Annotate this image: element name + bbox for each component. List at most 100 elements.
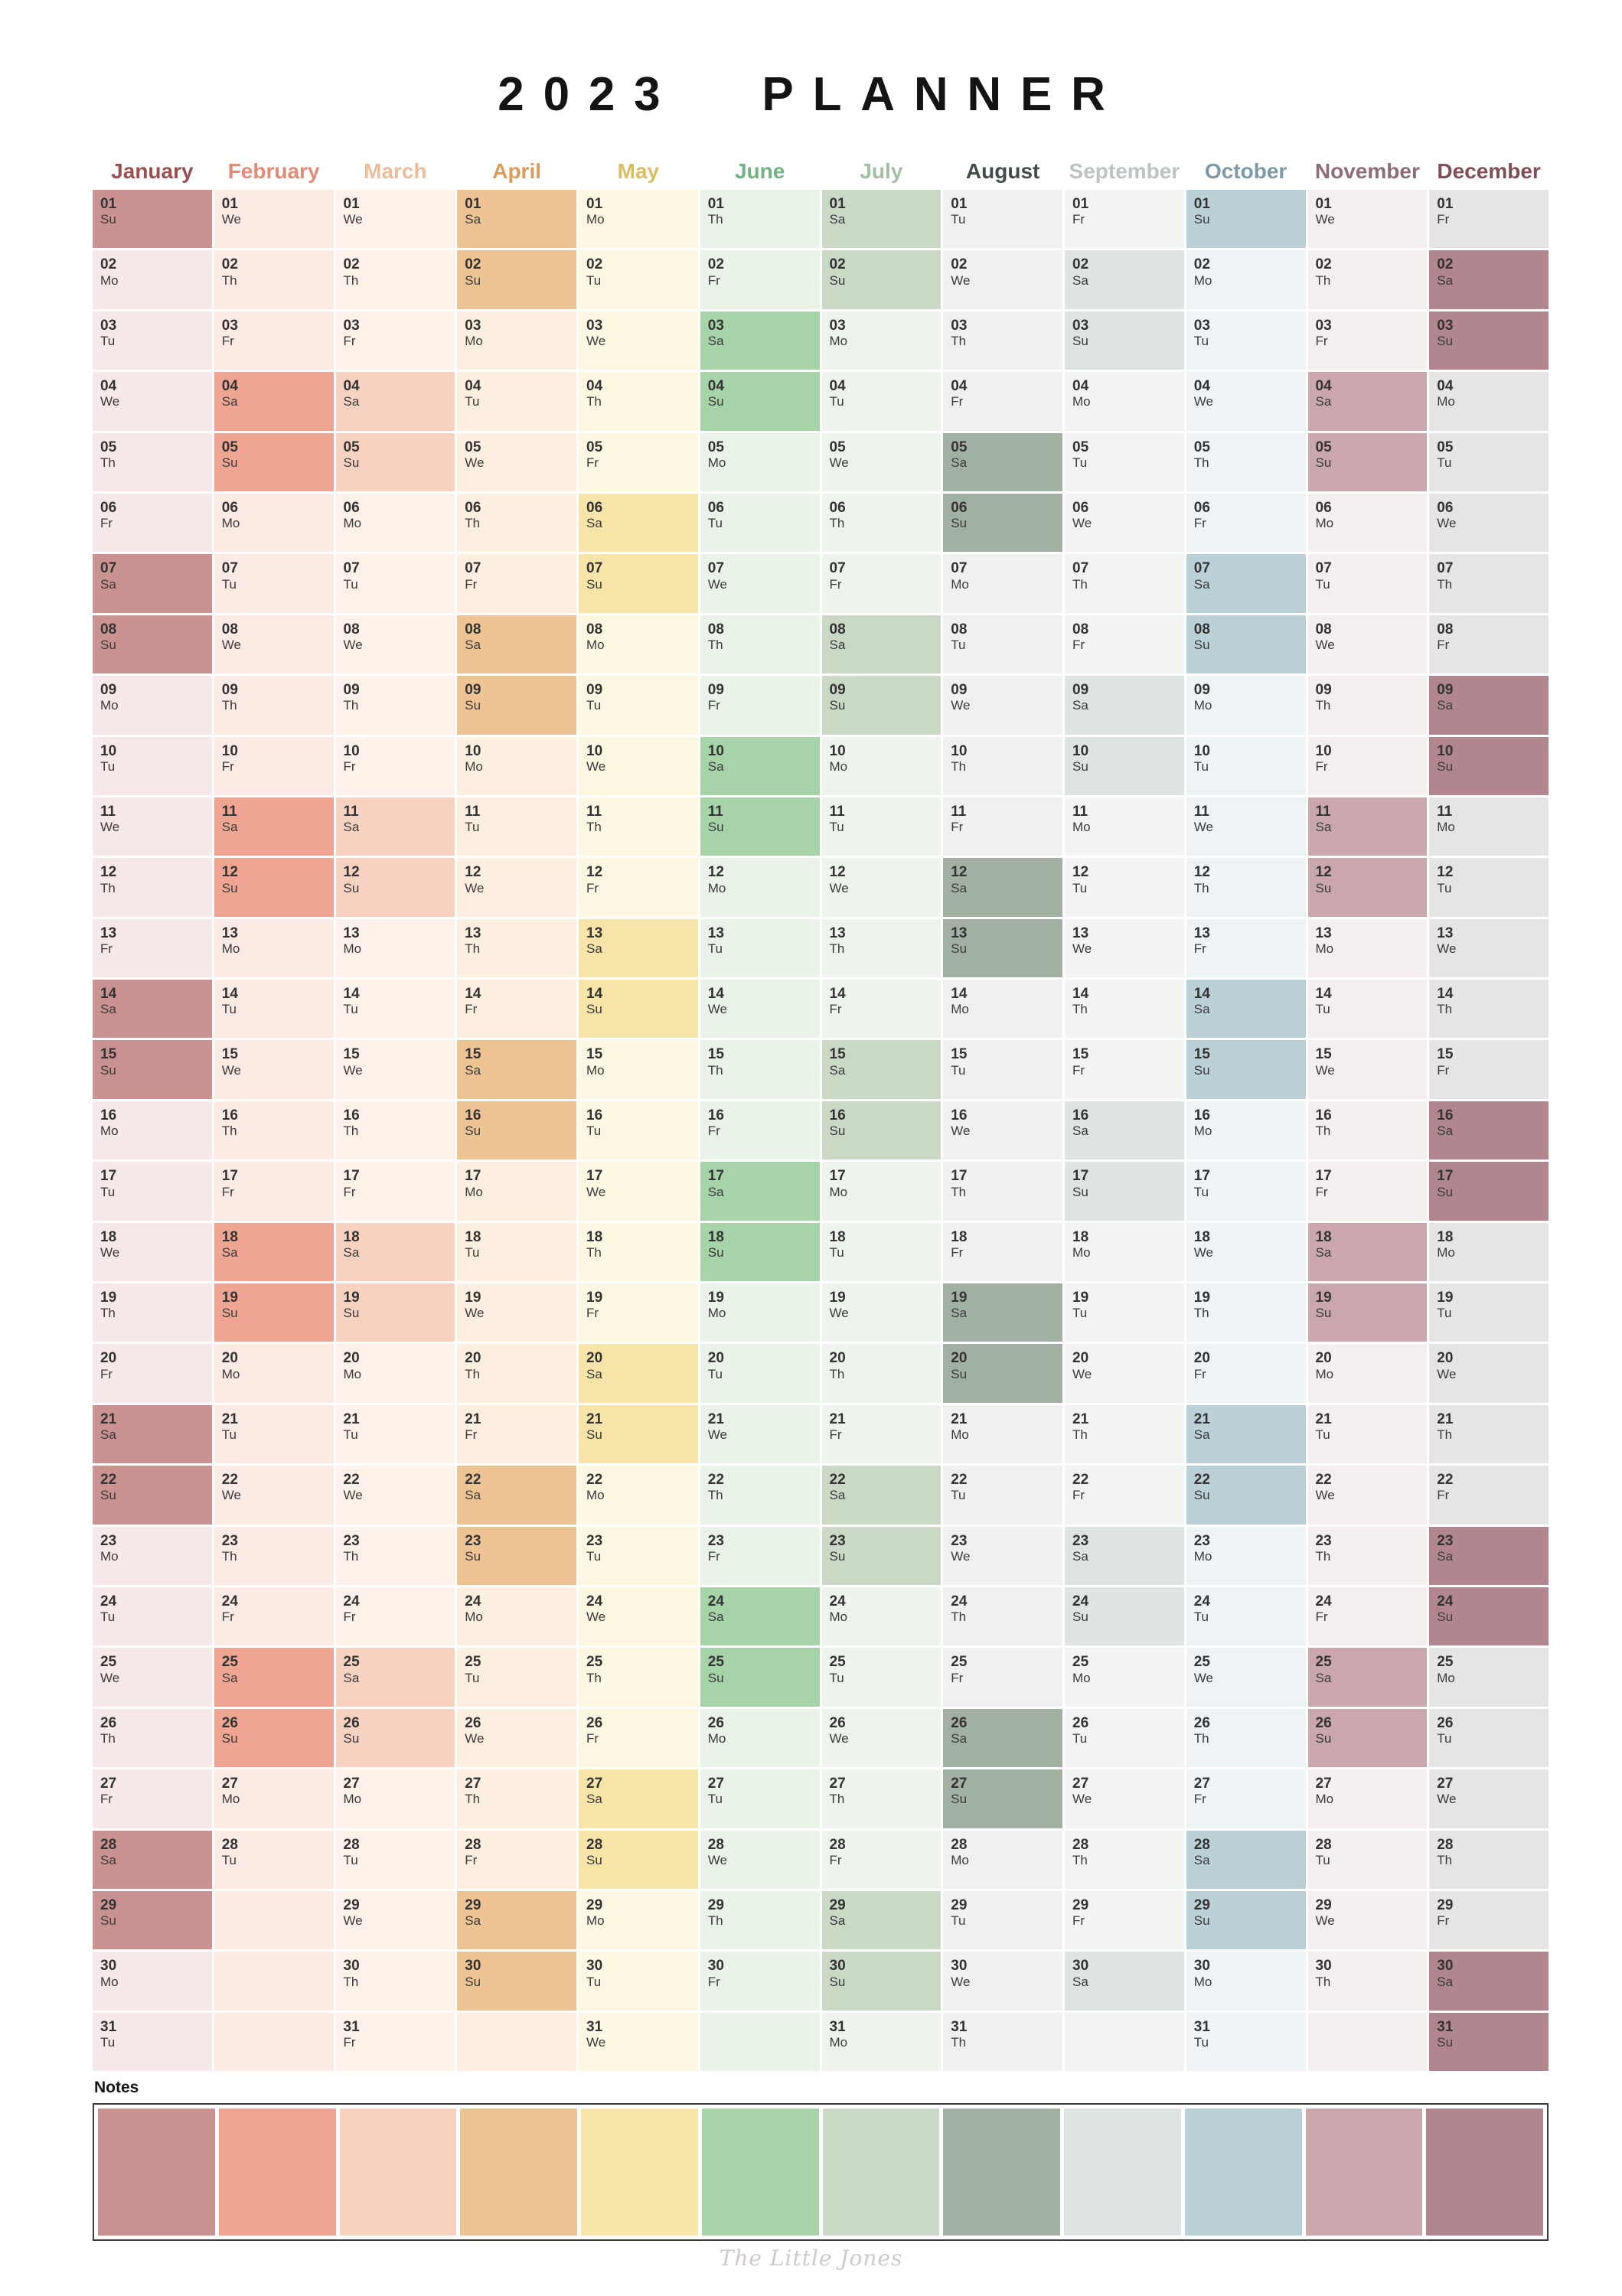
day-cell: 29 Th <box>700 1890 820 1950</box>
day-weekday: Tu <box>100 2034 116 2050</box>
day-weekday: We <box>829 1306 849 1321</box>
month-column-november: November 01 We 02 Th 03 Fr 04 Sa 05 Su 06 Mo 07 Tu 08 We… <box>1307 155 1428 2072</box>
day-number: 18 <box>1072 1228 1089 1245</box>
day-weekday: We <box>1315 1488 1335 1503</box>
day-cell: 05 We <box>821 432 942 491</box>
day-cell: 12 Tu <box>1065 858 1184 917</box>
day-weekday: We <box>100 820 120 835</box>
day-weekday: Sa <box>1437 272 1454 288</box>
day-cell: 07 Fr <box>457 554 576 613</box>
month-column-july: July 01 Sa 02 Su 03 Mo 04 Tu 05 We 06 Th 07 Fr 08 Sa 09 Su… <box>821 155 942 2072</box>
day-number: 02 <box>586 256 603 273</box>
day-cell: 17 Su <box>1065 1162 1184 1221</box>
day-cell: 18 Tu <box>457 1222 576 1282</box>
day-number: 09 <box>829 682 846 699</box>
day-weekday: Sa <box>1193 1427 1210 1443</box>
day-number: 10 <box>1193 742 1210 759</box>
day-weekday: We <box>951 1124 971 1139</box>
day-weekday: Th <box>221 698 237 713</box>
day-cell: 13 Th <box>457 918 576 978</box>
day-weekday: Th <box>100 1731 116 1746</box>
day-number: 03 <box>586 317 603 334</box>
notes-swatch-march <box>339 2108 457 2236</box>
day-number: 29 <box>465 1896 481 1913</box>
day-weekday: Mo <box>221 941 240 956</box>
day-cell: 29 We <box>335 1890 455 1950</box>
day-weekday: We <box>100 394 120 409</box>
day-number: 22 <box>221 1472 238 1489</box>
day-number: 10 <box>829 742 846 759</box>
month-header-october: October <box>1204 159 1287 183</box>
day-cell: 03 Mo <box>457 311 576 370</box>
day-weekday: Sa <box>465 638 481 652</box>
day-weekday: Su <box>1315 1731 1332 1746</box>
day-weekday: Mo <box>586 1913 605 1929</box>
day-cell: 30 Sa <box>1065 1952 1184 2011</box>
day-number: 24 <box>1072 1593 1089 1609</box>
day-number: 15 <box>221 1046 238 1063</box>
day-weekday: Mo <box>1437 1244 1455 1260</box>
day-number: 09 <box>100 682 117 699</box>
day-weekday: Mo <box>951 1002 969 1017</box>
day-weekday: Sa <box>951 1731 968 1746</box>
day-number: 30 <box>951 1958 968 1975</box>
day-number: 27 <box>100 1776 117 1792</box>
day-number: 09 <box>586 682 603 699</box>
day-number: 31 <box>100 2018 117 2035</box>
day-number: 25 <box>1193 1654 1210 1671</box>
day-weekday: Tu <box>707 516 723 531</box>
day-number: 26 <box>465 1714 481 1731</box>
day-cell <box>700 2012 820 2072</box>
day-number: 24 <box>951 1593 968 1609</box>
day-cell: 04 Su <box>700 372 820 431</box>
day-cell: 19 Fr <box>579 1283 698 1342</box>
day-cell: 13 Sa <box>579 918 698 978</box>
day-cell: 10 We <box>579 736 698 795</box>
day-weekday: We <box>1315 212 1335 227</box>
day-number: 28 <box>221 1836 238 1853</box>
day-weekday: Fr <box>343 2034 356 2050</box>
day-weekday: Su <box>221 1731 238 1746</box>
day-number: 21 <box>951 1411 968 1427</box>
day-cell: 08 Su <box>1186 615 1306 674</box>
day-weekday: Sa <box>586 941 602 956</box>
day-cell: 08 Tu <box>943 615 1062 674</box>
day-cell: 16 Sa <box>1065 1101 1184 1160</box>
day-cell: 09 Th <box>214 676 334 735</box>
day-weekday: Sa <box>829 638 846 652</box>
day-weekday: Fr <box>100 1366 113 1381</box>
day-weekday: Su <box>1315 455 1332 470</box>
day-number: 27 <box>829 1776 846 1792</box>
day-number: 06 <box>1072 499 1089 516</box>
notes-section: Notes <box>93 2079 1549 2241</box>
day-weekday: We <box>343 638 363 652</box>
day-weekday: Fr <box>586 1731 599 1746</box>
day-weekday: Mo <box>1437 1670 1455 1685</box>
day-cell: 06 Mo <box>335 493 455 553</box>
day-number: 25 <box>586 1654 603 1671</box>
day-cell: 02 Th <box>214 250 334 309</box>
day-weekday: Sa <box>1437 1124 1454 1139</box>
day-weekday: Th <box>221 272 237 288</box>
day-cell: 19 We <box>457 1283 576 1342</box>
day-number: 30 <box>1072 1958 1089 1975</box>
day-weekday: Tu <box>951 1062 966 1078</box>
day-weekday: Sa <box>343 1244 360 1260</box>
day-cell: 26 Th <box>1186 1708 1306 1768</box>
day-weekday: Fr <box>707 1548 720 1564</box>
day-cell: 08 Mo <box>579 615 698 674</box>
day-weekday: Mo <box>586 212 605 227</box>
day-cell: 09 Th <box>335 676 455 735</box>
day-cell: 06 Th <box>821 493 942 553</box>
day-weekday: Mo <box>829 758 848 774</box>
day-cell: 11 Fr <box>943 797 1062 856</box>
day-weekday: Fr <box>465 1427 478 1443</box>
day-number: 25 <box>707 1654 724 1671</box>
day-weekday: Mo <box>829 1184 848 1199</box>
day-cell: 06 Su <box>943 493 1062 553</box>
day-weekday: Fr <box>465 1852 478 1867</box>
day-weekday: We <box>707 1002 727 1017</box>
day-number: 10 <box>100 742 117 759</box>
day-weekday: Th <box>829 1792 845 1807</box>
day-cell: 14 Th <box>1065 980 1184 1039</box>
